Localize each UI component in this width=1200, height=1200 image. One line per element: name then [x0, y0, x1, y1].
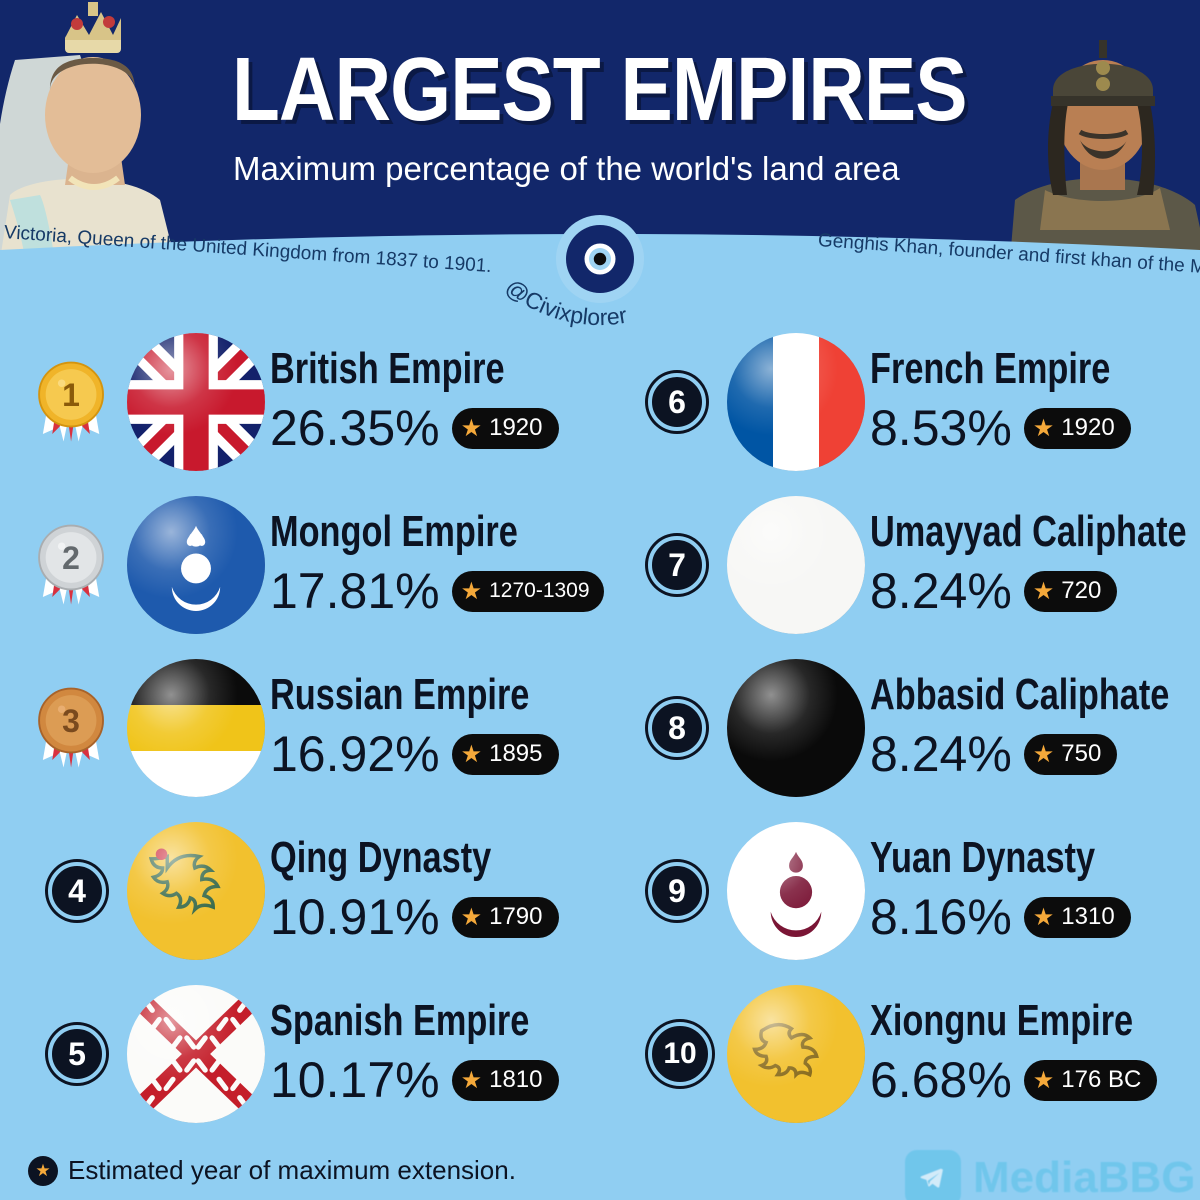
svg-text:@Civixplorer: @Civixplorer — [501, 273, 629, 330]
